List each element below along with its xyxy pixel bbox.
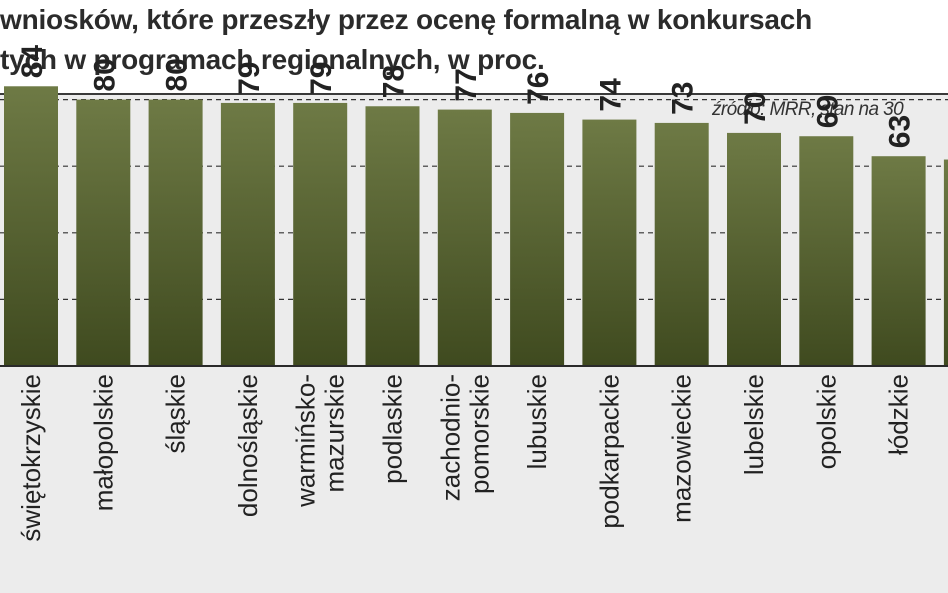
category-label-4-0: warmińsko- <box>291 374 321 508</box>
category-label-6-0: zachodnio- <box>435 374 465 501</box>
chart-title-line-2: tych w programach regionalnych, w proc. <box>0 44 545 75</box>
bar-value-label-8: 74 <box>594 78 627 112</box>
category-label-9: mazowieckie <box>667 374 697 523</box>
category-label-8: podkarpackie <box>594 374 624 529</box>
bar-10 <box>727 132 781 366</box>
category-label-10: lubelskie <box>739 374 769 475</box>
bar-0 <box>4 86 58 366</box>
category-label-2: śląskie <box>161 374 191 453</box>
bar-6 <box>437 109 492 366</box>
bar-12 <box>871 156 926 366</box>
bar-8 <box>582 119 637 366</box>
category-label-1: małopolskie <box>88 374 118 511</box>
bar-value-label-5: 78 <box>378 65 411 98</box>
bar-9 <box>654 122 709 366</box>
bar-value-label-7: 76 <box>522 72 555 105</box>
bar-11 <box>799 136 854 366</box>
bar-value-label-0: 84 <box>16 45 49 79</box>
bar-1 <box>76 99 131 366</box>
bar-7 <box>510 112 565 366</box>
bar-value-label-3: 79 <box>233 62 266 95</box>
bar-value-label-4: 79 <box>305 62 338 95</box>
bar-13 <box>943 159 948 366</box>
bar-value-label-1: 80 <box>88 58 121 91</box>
bar-value-label-9: 73 <box>667 82 700 115</box>
category-label-11: opolskie <box>811 374 841 469</box>
category-label-5: podlaskie <box>378 374 408 484</box>
bars <box>4 86 948 367</box>
category-label-4-1: mazurskie <box>320 374 350 492</box>
bar-4 <box>293 102 348 367</box>
category-label-6-1: pomorskie <box>464 374 494 494</box>
bar-value-label-12: 63 <box>884 115 917 148</box>
header-rule <box>0 93 948 95</box>
bar-3 <box>220 102 275 367</box>
source-note: źródło: MRR, stan na 30 <box>712 99 904 120</box>
bar-value-label-6: 77 <box>450 68 483 101</box>
bar-5 <box>365 106 420 366</box>
bar-value-label-11: 69 <box>811 95 844 128</box>
category-label-7: lubuskie <box>522 374 552 469</box>
bar-2 <box>148 99 203 366</box>
bar-value-label-2: 80 <box>161 58 194 91</box>
bar-value-label-10: 70 <box>739 92 772 125</box>
category-labels: świętokrzyskie małopolskie śląskie dolnoślą… <box>16 374 914 542</box>
chart-title-line-1: wniosków, które przeszły przez ocenę for… <box>0 4 813 35</box>
value-labels: 84 80 80 79 79 78 77 76 74 73 70 69 63 <box>16 45 917 149</box>
category-label-3: dolnośląskie <box>233 374 263 517</box>
category-label-0: świętokrzyskie <box>16 374 46 542</box>
category-label-12: łódzkie <box>884 374 914 455</box>
